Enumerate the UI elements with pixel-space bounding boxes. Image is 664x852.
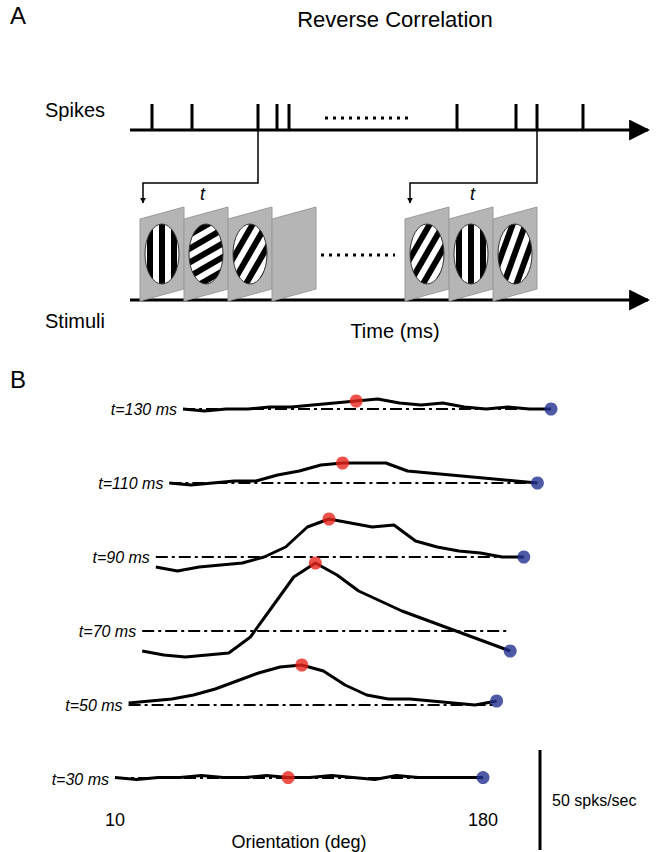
svg-text:t=30 ms: t=30 ms bbox=[52, 771, 109, 788]
svg-text:t: t bbox=[200, 184, 206, 204]
svg-text:Spikes: Spikes bbox=[45, 99, 105, 121]
svg-text:t=50 ms: t=50 ms bbox=[65, 697, 122, 714]
svg-text:50 spks/sec: 50 spks/sec bbox=[552, 792, 636, 809]
svg-text:Reverse Correlation: Reverse Correlation bbox=[297, 7, 493, 32]
svg-text:Orientation (deg): Orientation (deg) bbox=[231, 832, 366, 852]
svg-text:Time (ms): Time (ms) bbox=[350, 320, 439, 342]
svg-text:10: 10 bbox=[105, 810, 125, 830]
svg-text:180: 180 bbox=[468, 810, 498, 830]
svg-text:t=130 ms: t=130 ms bbox=[111, 401, 177, 418]
svg-text:t=110 ms: t=110 ms bbox=[98, 475, 163, 492]
svg-text:B: B bbox=[10, 366, 26, 393]
svg-text:t=90 ms: t=90 ms bbox=[92, 549, 149, 566]
svg-text:A: A bbox=[10, 2, 26, 29]
svg-text:Stimuli: Stimuli bbox=[45, 310, 105, 332]
svg-text:t=70 ms: t=70 ms bbox=[79, 623, 136, 640]
svg-text:t: t bbox=[470, 184, 476, 204]
